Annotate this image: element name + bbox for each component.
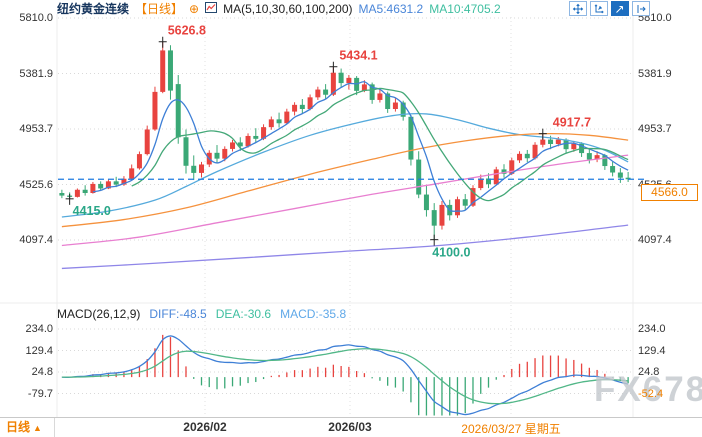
axis-tick-label: 4953.7 bbox=[19, 123, 53, 135]
timeframe-selector-label: 日线 bbox=[6, 420, 31, 434]
timeframe-label: 【日线】 bbox=[135, 2, 184, 16]
add-indicator-icon[interactable]: ⊕ bbox=[189, 1, 200, 16]
move-icon[interactable] bbox=[569, 1, 587, 16]
ma5-value: MA5:4631.2 bbox=[358, 1, 424, 16]
axis-tick-label: 234.0 bbox=[25, 323, 53, 335]
box-zoom-icon[interactable] bbox=[611, 1, 629, 16]
axis-tick-label: 4097.4 bbox=[19, 234, 53, 246]
axis-tick-label: 24.8 bbox=[638, 366, 660, 378]
ma10-value: MA10:4705.2 bbox=[429, 1, 501, 16]
symbol-title: 纽约黄金连续 bbox=[57, 2, 130, 16]
chevron-up-icon: ▲ bbox=[33, 423, 42, 433]
macd-current-value: -52.4 bbox=[638, 388, 664, 400]
indicator-chart-icon[interactable] bbox=[205, 1, 218, 16]
month-tick-label: 2026/02 bbox=[183, 420, 227, 434]
axis-tick-label: 4525.6 bbox=[19, 178, 53, 191]
current-date-label: 2026/03/27 星期五 bbox=[461, 422, 561, 436]
macd-title: MACD(26,12,9) bbox=[57, 306, 141, 321]
macd-dea-value: DEA:-30.6 bbox=[215, 306, 272, 321]
macd-diff-value: DIFF:-48.5 bbox=[149, 306, 207, 321]
ma-group-label: MA(5,10,30,60,100,200) bbox=[223, 1, 353, 16]
price-annotation: 5434.1 bbox=[339, 49, 377, 63]
axis-tick-label: 129.4 bbox=[638, 344, 666, 357]
time-axis-bar: 日线 ▲ 2026/02 2026/03 2026/03/27 星期五 bbox=[0, 417, 702, 437]
axis-tick-label: -79.7 bbox=[27, 387, 53, 400]
macd-header: MACD(26,12,9) DIFF:-48.5 DEA:-30.6 MACD:… bbox=[57, 306, 346, 321]
timeframe-selector[interactable]: 日线 ▲ bbox=[0, 418, 55, 437]
axis-tick-label: 24.8 bbox=[31, 366, 53, 378]
axis-tick-label: 4097.4 bbox=[638, 234, 672, 246]
axis-tick-label: 5810.0 bbox=[19, 12, 53, 24]
price-annotation: 4917.7 bbox=[553, 116, 591, 130]
macd-macd-value: MACD:-35.8 bbox=[280, 306, 347, 321]
axis-tick-label: 129.4 bbox=[25, 344, 53, 357]
axis-tick-label: 5381.9 bbox=[19, 67, 53, 80]
month-tick-label: 2026/03 bbox=[328, 420, 372, 434]
price-annotation: 5626.8 bbox=[168, 24, 206, 38]
chart-header: 纽约黄金连续 【日线】 ⊕ MA(5,10,30,60,100,200) MA5… bbox=[57, 1, 501, 16]
price-annotation: 4100.0 bbox=[432, 246, 470, 260]
axis-tick-label: 234.0 bbox=[638, 323, 666, 335]
pan-right-icon[interactable] bbox=[632, 1, 650, 16]
price-annotation: 4415.0 bbox=[73, 204, 111, 218]
axis-tick-label: 4953.7 bbox=[638, 123, 672, 135]
axis-scale-icon[interactable] bbox=[590, 1, 608, 16]
axis-tick-label: 5381.9 bbox=[638, 67, 672, 80]
chart-toolbar bbox=[569, 1, 650, 16]
current-price-label: 4566.0 bbox=[641, 184, 698, 201]
